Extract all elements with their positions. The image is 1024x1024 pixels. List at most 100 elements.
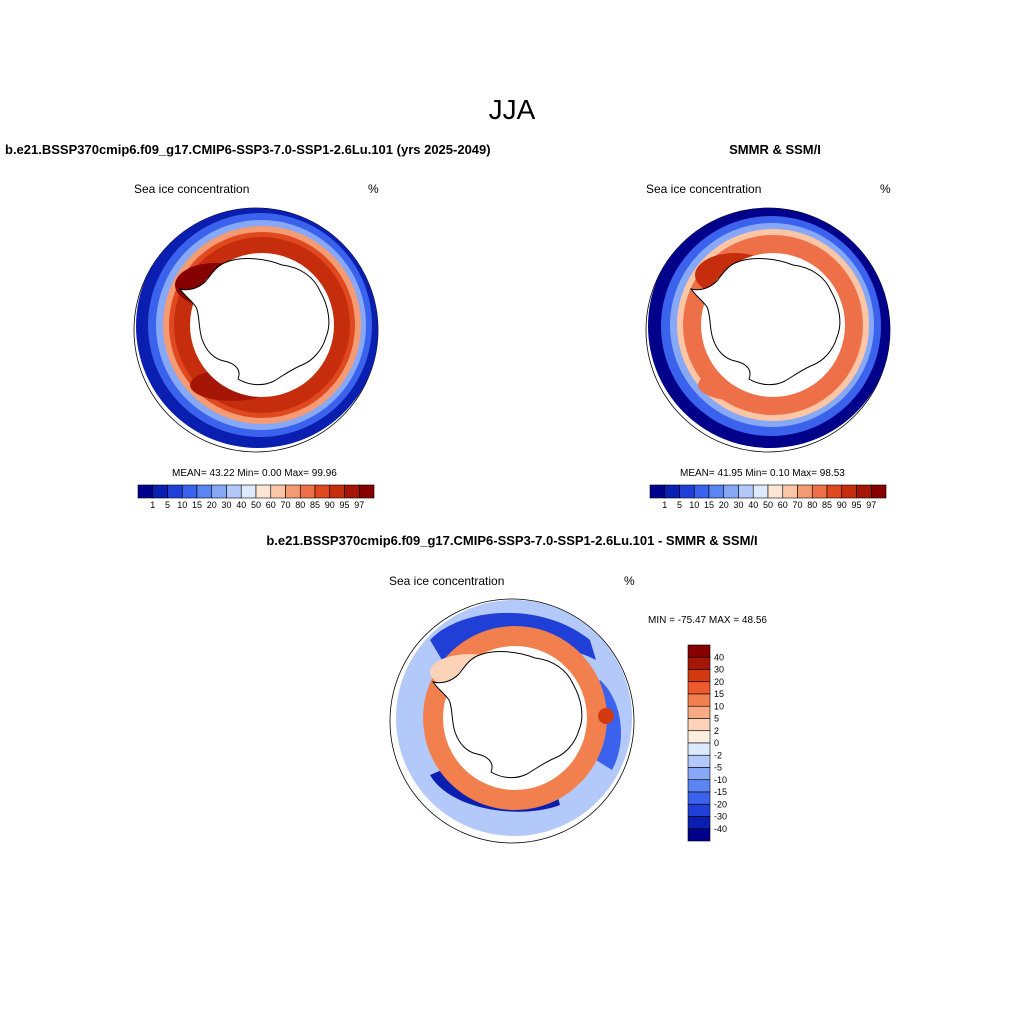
model-colorbar-swatch	[167, 484, 183, 499]
obs-colorbar-swatch	[752, 484, 769, 499]
model-colorbar-tick-label: 90	[325, 500, 335, 510]
obs-colorbar-tick-label: 40	[748, 500, 758, 510]
obs-colorbar-swatch	[708, 484, 725, 499]
obs-map	[645, 207, 891, 453]
obs-colorbar-swatch	[767, 484, 784, 499]
diff-colorbar-tick-label: 5	[714, 714, 719, 724]
model-colorbar-tick-label: 1	[150, 500, 155, 510]
model-colorbar-tick-label: 15	[192, 500, 202, 510]
model-colorbar: 1 5 10 15 20 30 40 50 60 70 80 85 90 95 97	[137, 484, 375, 510]
obs-colorbar-swatch	[811, 484, 828, 499]
diff-colorbar-swatch	[687, 681, 711, 695]
diff-colorbar-swatch	[687, 705, 711, 719]
diff-colorbar-swatch	[687, 828, 711, 842]
obs-colorbar-tick-label: 95	[851, 500, 861, 510]
model-panel-title: b.e21.BSSP370cmip6.f09_g17.CMIP6-SSP3-7.…	[5, 142, 491, 157]
diff-colorbar-tick-label: 15	[714, 689, 724, 699]
model-stats: MEAN= 43.22 Min= 0.00 Max= 99.96	[172, 468, 337, 479]
model-colorbar-tick-label: 97	[354, 500, 364, 510]
model-colorbar-tick-label: 5	[165, 500, 170, 510]
model-colorbar-tick-label: 30	[221, 500, 231, 510]
obs-colorbar-tick-label: 20	[719, 500, 729, 510]
model-colorbar-swatch	[299, 484, 316, 499]
obs-colorbar-tick-label: 10	[689, 500, 699, 510]
model-unit-label: %	[368, 182, 379, 196]
diff-colorbar-swatch	[687, 779, 711, 793]
diff-colorbar-tick-label: -40	[714, 824, 727, 834]
obs-colorbar-swatch	[693, 484, 710, 499]
obs-colorbar-tick-label: 50	[763, 500, 773, 510]
diff-colorbar-tick-label: -20	[714, 799, 727, 809]
obs-variable-label: Sea ice concentration	[646, 182, 762, 196]
obs-colorbar-swatch	[782, 484, 798, 499]
diff-colorbar-swatch	[687, 656, 711, 670]
diff-colorbar-swatch	[687, 816, 711, 830]
diff-colorbar-tick-label: -15	[714, 787, 727, 797]
obs-colorbar-swatch	[826, 484, 843, 499]
model-map	[133, 207, 379, 453]
model-colorbar-swatch	[314, 484, 331, 499]
obs-colorbar-tick-label: 85	[822, 500, 832, 510]
model-colorbar-tick-label: 50	[251, 500, 261, 510]
obs-colorbar-tick-label: 1	[662, 500, 667, 510]
obs-colorbar-swatch	[723, 484, 739, 499]
model-colorbar-tick-label: 40	[236, 500, 246, 510]
obs-colorbar-swatch	[870, 484, 887, 499]
diff-colorbar-tick-label: 40	[714, 652, 724, 662]
diff-colorbar-swatch	[687, 767, 711, 781]
model-colorbar-swatch	[270, 484, 286, 499]
diff-unit-label: %	[624, 574, 635, 588]
diff-colorbar-swatch	[687, 644, 711, 658]
model-colorbar-swatch	[358, 484, 375, 499]
diff-colorbar-tick-label: 2	[714, 726, 719, 736]
obs-colorbar-swatch	[797, 484, 813, 499]
obs-colorbar-swatch	[664, 484, 680, 499]
diff-colorbar-swatch	[687, 791, 711, 805]
diff-colorbar-swatch	[687, 669, 711, 683]
obs-colorbar-swatch	[856, 484, 872, 499]
obs-colorbar-tick-label: 60	[778, 500, 788, 510]
diff-colorbar-tick-label: -30	[714, 812, 727, 822]
obs-colorbar-tick-label: 30	[733, 500, 743, 510]
diff-colorbar-tick-label: 30	[714, 665, 724, 675]
diff-colorbar-tick-label: -2	[714, 750, 722, 760]
model-variable-label: Sea ice concentration	[134, 182, 250, 196]
model-colorbar-swatch	[211, 484, 227, 499]
model-colorbar-swatch	[137, 484, 154, 499]
diff-colorbar-tick-label: -10	[714, 775, 727, 785]
obs-colorbar-swatch	[649, 484, 666, 499]
obs-colorbar-tick-label: 15	[704, 500, 714, 510]
obs-colorbar-tick-label: 5	[677, 500, 682, 510]
obs-colorbar-swatch	[679, 484, 695, 499]
model-colorbar-tick-label: 10	[177, 500, 187, 510]
model-colorbar-swatch	[285, 484, 301, 499]
obs-colorbar: 1 5 10 15 20 30 40 50 60 70 80 85 90 95 97	[649, 484, 887, 510]
diff-colorbar-swatch	[687, 718, 711, 732]
obs-colorbar-swatch	[841, 484, 857, 499]
model-colorbar-tick-label: 80	[295, 500, 305, 510]
model-colorbar-swatch	[329, 484, 345, 499]
model-colorbar-tick-label: 85	[310, 500, 320, 510]
figure-title: JJA	[488, 94, 536, 125]
diff-map	[389, 598, 635, 844]
model-colorbar-swatch	[226, 484, 242, 499]
diff-colorbar-tick-label: -5	[714, 763, 722, 773]
model-colorbar-tick-label: 60	[266, 500, 276, 510]
obs-unit-label: %	[880, 182, 891, 196]
diff-colorbar-tick-label: 20	[714, 677, 724, 687]
diff-colorbar-swatch	[687, 754, 711, 768]
diff-colorbar-tick-label: 0	[714, 738, 719, 748]
model-colorbar-swatch	[196, 484, 213, 499]
obs-panel-title: SMMR & SSM/I	[729, 142, 821, 157]
diff-colorbar-swatch	[687, 742, 711, 756]
model-colorbar-swatch	[181, 484, 198, 499]
diff-colorbar-tick-label: 10	[714, 701, 724, 711]
obs-colorbar-tick-label: 70	[792, 500, 802, 510]
model-colorbar-tick-label: 95	[339, 500, 349, 510]
obs-colorbar-tick-label: 80	[807, 500, 817, 510]
model-colorbar-swatch	[240, 484, 257, 499]
model-colorbar-tick-label: 20	[207, 500, 217, 510]
model-colorbar-swatch	[255, 484, 272, 499]
